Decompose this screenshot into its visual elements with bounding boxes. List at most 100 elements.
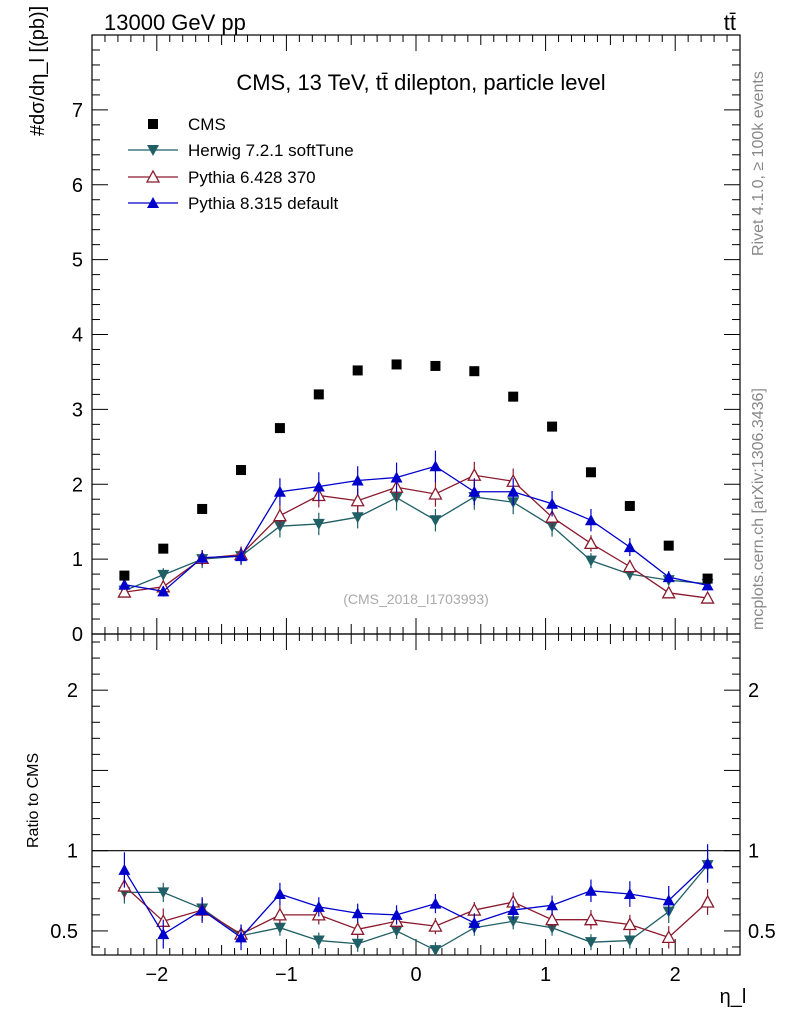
ratio-point-herwig	[390, 925, 403, 937]
ratio-panel: 0.5 0.5 1 1 2 2 −2 −1 0 1 2 Ratio to CMS η_l	[25, 633, 776, 1008]
data-point-pythia8	[196, 551, 209, 563]
data-point-cms	[585, 467, 596, 478]
ratio-point-herwig	[351, 938, 364, 950]
data-point-herwig	[351, 512, 364, 524]
data-point-cms	[352, 365, 363, 376]
data-point-pythia8	[157, 585, 170, 597]
ratio-point-pythia6	[272, 907, 288, 921]
legend-entry-pythia8: Pythia 8.315 default	[128, 194, 339, 213]
y-tick-label: 5	[72, 250, 83, 272]
main-series-group	[117, 359, 715, 604]
legend-label-pythia6: Pythia 6.428 370	[188, 168, 316, 187]
data-point-pythia8	[429, 460, 442, 472]
legend: CMS Herwig 7.2.1 softTune Pythia 6.428 370…	[128, 115, 354, 213]
ratio-point-pythia8	[546, 899, 559, 911]
data-point-pythia6	[622, 559, 637, 573]
ratio-point-herwig	[157, 887, 170, 899]
main-axis-ticks	[91, 34, 741, 635]
legend-marker-herwig	[147, 145, 159, 156]
ratio-point-pythia8	[273, 888, 286, 900]
analysis-watermark: (CMS_2018_I1703993)	[343, 591, 489, 607]
data-point-cms	[702, 573, 713, 584]
ratio-point-pythia8	[584, 884, 597, 896]
ratio-line-herwig	[124, 864, 709, 951]
y-tick-label: 0	[72, 624, 83, 646]
y-tick-label: 2	[72, 474, 83, 496]
ratio-point-pythia6	[544, 912, 560, 926]
ratio-y-axis-label: Ratio to CMS	[25, 753, 42, 848]
main-panel: 0 1 2 3 4 5 6 7 CMS, 13 TeV, tt̄ dilepton, part…	[27, 6, 741, 646]
data-point-pythia8	[118, 578, 131, 590]
data-point-herwig	[429, 515, 442, 527]
series-line-pythia8	[124, 465, 708, 593]
y-tick-label: 4	[72, 325, 83, 347]
series-line-pythia6	[124, 474, 708, 599]
data-point-pythia8	[662, 571, 675, 583]
ratio-axis-ticks	[91, 634, 741, 955]
data-point-pythia6	[661, 585, 676, 599]
series-pythia8	[118, 450, 714, 597]
legend-entry-pythia6: Pythia 6.428 370	[128, 168, 316, 187]
ratio-point-pythia6	[428, 918, 443, 932]
legend-entry-cms: CMS	[148, 115, 226, 134]
x-tick-label: −2	[145, 964, 168, 986]
ratio-y-tick-labels: 0.5 0.5 1 1 2 2	[50, 680, 776, 943]
data-point-cms	[236, 465, 247, 476]
ratio-point-pythia8	[429, 897, 442, 909]
ratio-y-tick-label-left: 1	[67, 841, 78, 863]
data-point-pythia8	[623, 541, 636, 553]
data-point-pythia8	[312, 480, 325, 492]
data-point-pythia8	[584, 514, 597, 526]
ratio-point-pythia6	[350, 921, 365, 935]
ratio-point-pythia8	[662, 894, 675, 906]
ratio-point-herwig	[623, 935, 636, 947]
x-tick-label: 0	[410, 964, 421, 986]
ratio-y-tick-label-right: 0.5	[748, 921, 776, 943]
series-cms	[119, 359, 713, 584]
ratio-series-pythia8	[118, 844, 714, 951]
data-point-pythia6	[117, 584, 132, 598]
series-line-herwig	[124, 496, 708, 592]
ratio-point-pythia8	[196, 904, 209, 916]
ratio-point-pythia6	[661, 929, 676, 943]
data-point-pythia8	[273, 485, 286, 497]
data-point-cms	[391, 359, 402, 370]
x-tick-label: 2	[670, 964, 681, 986]
ratio-y-tick-label-right: 2	[748, 680, 759, 702]
x-tick-label: −1	[275, 964, 298, 986]
ratio-point-herwig	[312, 935, 325, 947]
data-point-pythia6	[350, 493, 365, 507]
legend-marker-cms	[148, 119, 158, 129]
ratio-point-pythia8	[623, 888, 636, 900]
ratio-point-herwig	[273, 922, 286, 934]
data-point-pythia6	[583, 536, 599, 550]
ratio-point-pythia8	[312, 900, 325, 912]
legend-label-pythia8: Pythia 8.315 default	[188, 194, 339, 213]
legend-marker-pythia6	[145, 169, 161, 183]
data-point-pythia8	[468, 485, 481, 497]
legend-marker-pythia8	[147, 197, 159, 208]
data-point-cms	[508, 391, 519, 402]
data-point-cms	[197, 503, 208, 514]
y-tick-label: 6	[72, 175, 83, 197]
ratio-y-tick-label-right: 1	[748, 841, 759, 863]
data-point-cms	[547, 421, 558, 432]
data-point-pythia8	[235, 550, 248, 562]
data-point-pythia6	[428, 486, 443, 500]
series-pythia6	[117, 461, 715, 604]
plot-title: CMS, 13 TeV, tt̄ dilepton, particle leve…	[236, 70, 605, 95]
energy-label: 13000 GeV pp	[104, 10, 246, 35]
data-point-cms	[469, 366, 480, 377]
ratio-point-pythia6	[700, 894, 715, 908]
data-point-cms	[624, 500, 635, 511]
data-point-pythia6	[700, 590, 715, 604]
x-tick-labels: −2 −1 0 1 2	[145, 964, 680, 986]
ratio-y-tick-label-left: 2	[67, 680, 78, 702]
data-point-cms	[430, 360, 441, 371]
data-point-cms	[313, 389, 324, 400]
ratio-point-pythia8	[701, 857, 714, 869]
series-herwig	[118, 484, 714, 597]
ratio-point-herwig	[429, 945, 442, 957]
legend-entry-herwig: Herwig 7.2.1 softTune	[128, 141, 354, 160]
